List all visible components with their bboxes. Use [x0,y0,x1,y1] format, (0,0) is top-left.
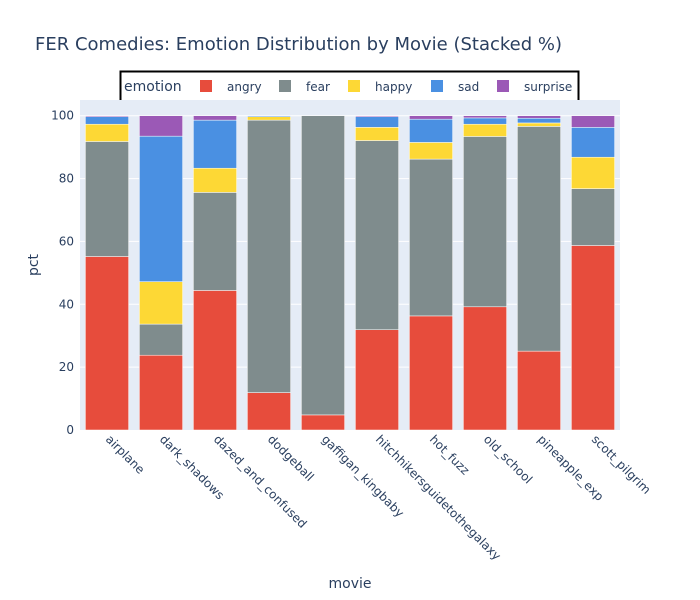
bar-segment-fear-dark_shadows [139,323,183,356]
bar-segment-fear-dazed_and_confused [193,192,237,291]
bar-segment-fear-old_school [463,136,507,308]
bar-segment-angry-dodgeball [247,392,291,431]
bar-segment-surprise-hot_fuzz [409,115,453,120]
legend-title: emotion [124,79,182,95]
bar-segment-fear-airplane [85,141,129,257]
x-tick-label: dodgeball [265,432,317,484]
legend-label-surprise: surprise [524,80,572,94]
x-tick-label: dazed_and_confused [211,432,310,531]
bars [85,115,615,431]
y-tick-label: 100 [51,109,74,123]
bar-segment-happy-old_school [463,123,507,137]
x-tick-label: hot_fuzz [427,432,472,477]
bar-segment-happy-dazed_and_confused [193,167,237,193]
legend-swatch-angry [200,80,212,92]
bar-segment-surprise-hitchhikersguidetothegalaxy [355,115,399,117]
legend-label-fear: fear [306,80,330,94]
bar-segment-surprise-scott_pilgrim [571,115,615,128]
legend-swatch-fear [279,80,291,92]
legend: emotion angry fear happy sad surprise [119,70,580,103]
bar-segment-surprise-airplane [85,115,129,117]
bar-segment-happy-airplane [85,123,129,142]
bar-segment-fear-dodgeball [247,119,291,393]
bar-segment-surprise-pineapple_exp [517,115,561,119]
bar-segment-fear-pineapple_exp [517,126,561,352]
y-tick-label: 20 [59,360,74,374]
legend-label-sad: sad [458,80,479,94]
legend-swatch-surprise [497,80,509,92]
bar-segment-angry-scott_pilgrim [571,245,615,431]
legend-label-angry: angry [227,80,262,94]
y-tick-label: 60 [59,234,74,248]
bar-segment-sad-airplane [85,116,129,125]
bar-segment-sad-scott_pilgrim [571,127,615,158]
bar-segment-happy-scott_pilgrim [571,156,615,189]
legend-label-happy: happy [375,80,412,94]
bar-segment-angry-hitchhikersguidetothegalaxy [355,329,399,431]
bar-segment-angry-gaffigan_kingbaby [301,414,345,431]
bar-segment-fear-scott_pilgrim [571,188,615,246]
bar-segment-sad-hot_fuzz [409,118,453,143]
bar-segment-sad-dodgeball [247,115,291,117]
bar-segment-fear-gaffigan_kingbaby [301,115,345,416]
x-tick-label: airplane [103,432,147,476]
bar-segment-surprise-old_school [463,115,507,119]
bar-segment-happy-hitchhikersguidetothegalaxy [355,127,399,141]
bar-segment-sad-old_school [463,117,507,125]
bar-segment-angry-dark_shadows [139,354,183,431]
legend-swatch-happy [348,80,360,92]
bar-segment-angry-old_school [463,306,507,431]
bar-segment-sad-hitchhikersguidetothegalaxy [355,116,399,128]
bar-segment-angry-pineapple_exp [517,350,561,431]
bar-segment-fear-hot_fuzz [409,158,453,317]
y-tick-labels: 0 20 40 60 80 100 [51,109,74,437]
bar-segment-angry-airplane [85,256,129,431]
x-tick-label: old_school [481,432,535,486]
y-tick-label: 40 [59,297,74,311]
x-axis-title: movie [329,576,372,592]
bar-segment-angry-hot_fuzz [409,315,453,431]
bar-segment-sad-pineapple_exp [517,117,561,124]
bar-segment-happy-dark_shadows [139,281,183,325]
x-tick-labels: airplane dark_shadowsdazed_and_confuseddo… [103,432,654,563]
bar-segment-sad-dark_shadows [139,135,183,282]
bar-segment-fear-hitchhikersguidetothegalaxy [355,140,399,330]
y-tick-label: 80 [59,172,74,186]
bar-segment-happy-pineapple_exp [517,122,561,127]
legend-swatch-sad [431,80,443,92]
bar-segment-surprise-dazed_and_confused [193,115,237,121]
bar-segment-sad-dazed_and_confused [193,119,237,169]
bar-segment-happy-dodgeball [247,116,291,121]
chart-title: FER Comedies: Emotion Distribution by Mo… [35,34,562,55]
bar-segment-angry-dazed_and_confused [193,290,237,431]
y-axis-title: pct [26,253,42,276]
y-tick-label: 0 [66,423,74,437]
bar-segment-happy-hot_fuzz [409,142,453,160]
bar-segment-surprise-dark_shadows [139,115,183,137]
